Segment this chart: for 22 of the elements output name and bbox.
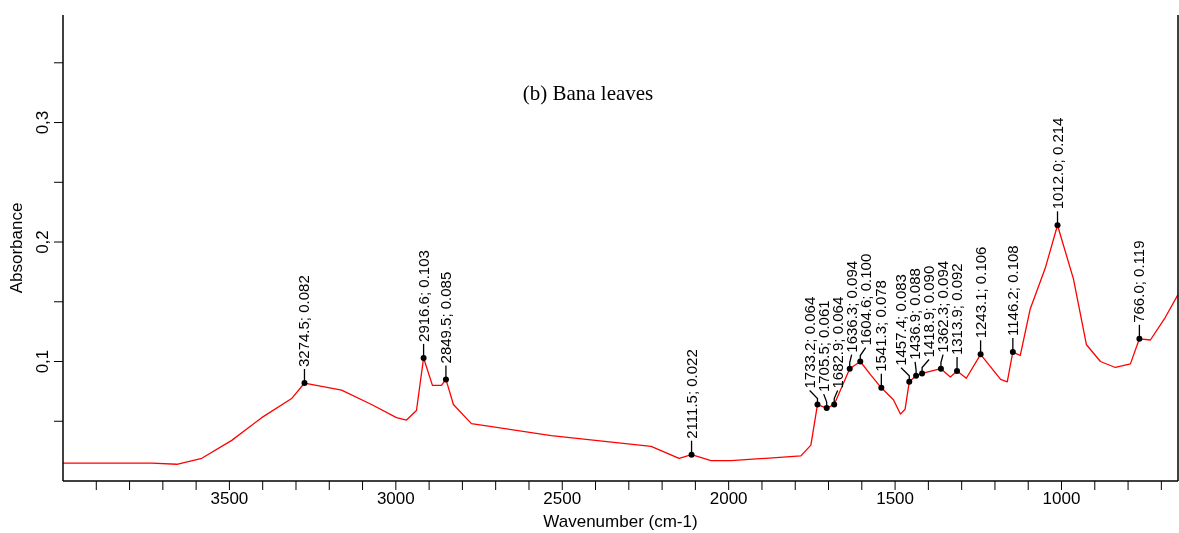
x-tick-label: 2000	[709, 489, 748, 509]
annotation: 1012.0; 0.214	[1048, 117, 1066, 210]
x-tick-label: 2500	[543, 489, 582, 509]
annotation: 3274.5; 0.082	[295, 275, 313, 368]
x-tick-label: 1500	[876, 489, 914, 509]
annotation: 1146.2; 0.108	[1003, 245, 1021, 336]
annotation: 1243.1; 0.106	[971, 246, 989, 339]
text: (b) Bana leaves	[521, 81, 655, 106]
annotation: 2849.5; 0.085	[436, 271, 454, 364]
annotation: 1457.4; 0.083	[892, 274, 910, 366]
y-tick-label: 0,1	[33, 349, 52, 374]
annotation: 1541.3; 0.078	[872, 280, 890, 372]
x-axis-title: Wavenumber (cm-1)	[543, 512, 698, 531]
y-tick-label: 0,3	[33, 110, 52, 135]
annotation: 766.0; 0.119	[1130, 240, 1148, 323]
x-tick-label: 1000	[1042, 489, 1081, 509]
annotation: 2111.5; 0.022	[682, 349, 700, 439]
annotation: 2916.6; 0.103	[414, 250, 432, 342]
x-tick-label: 3500	[210, 489, 249, 509]
y-tick-label: 0,2	[33, 230, 52, 254]
y-axis-title: Absorbance	[7, 202, 27, 294]
x-tick-label: 3000	[376, 489, 415, 509]
